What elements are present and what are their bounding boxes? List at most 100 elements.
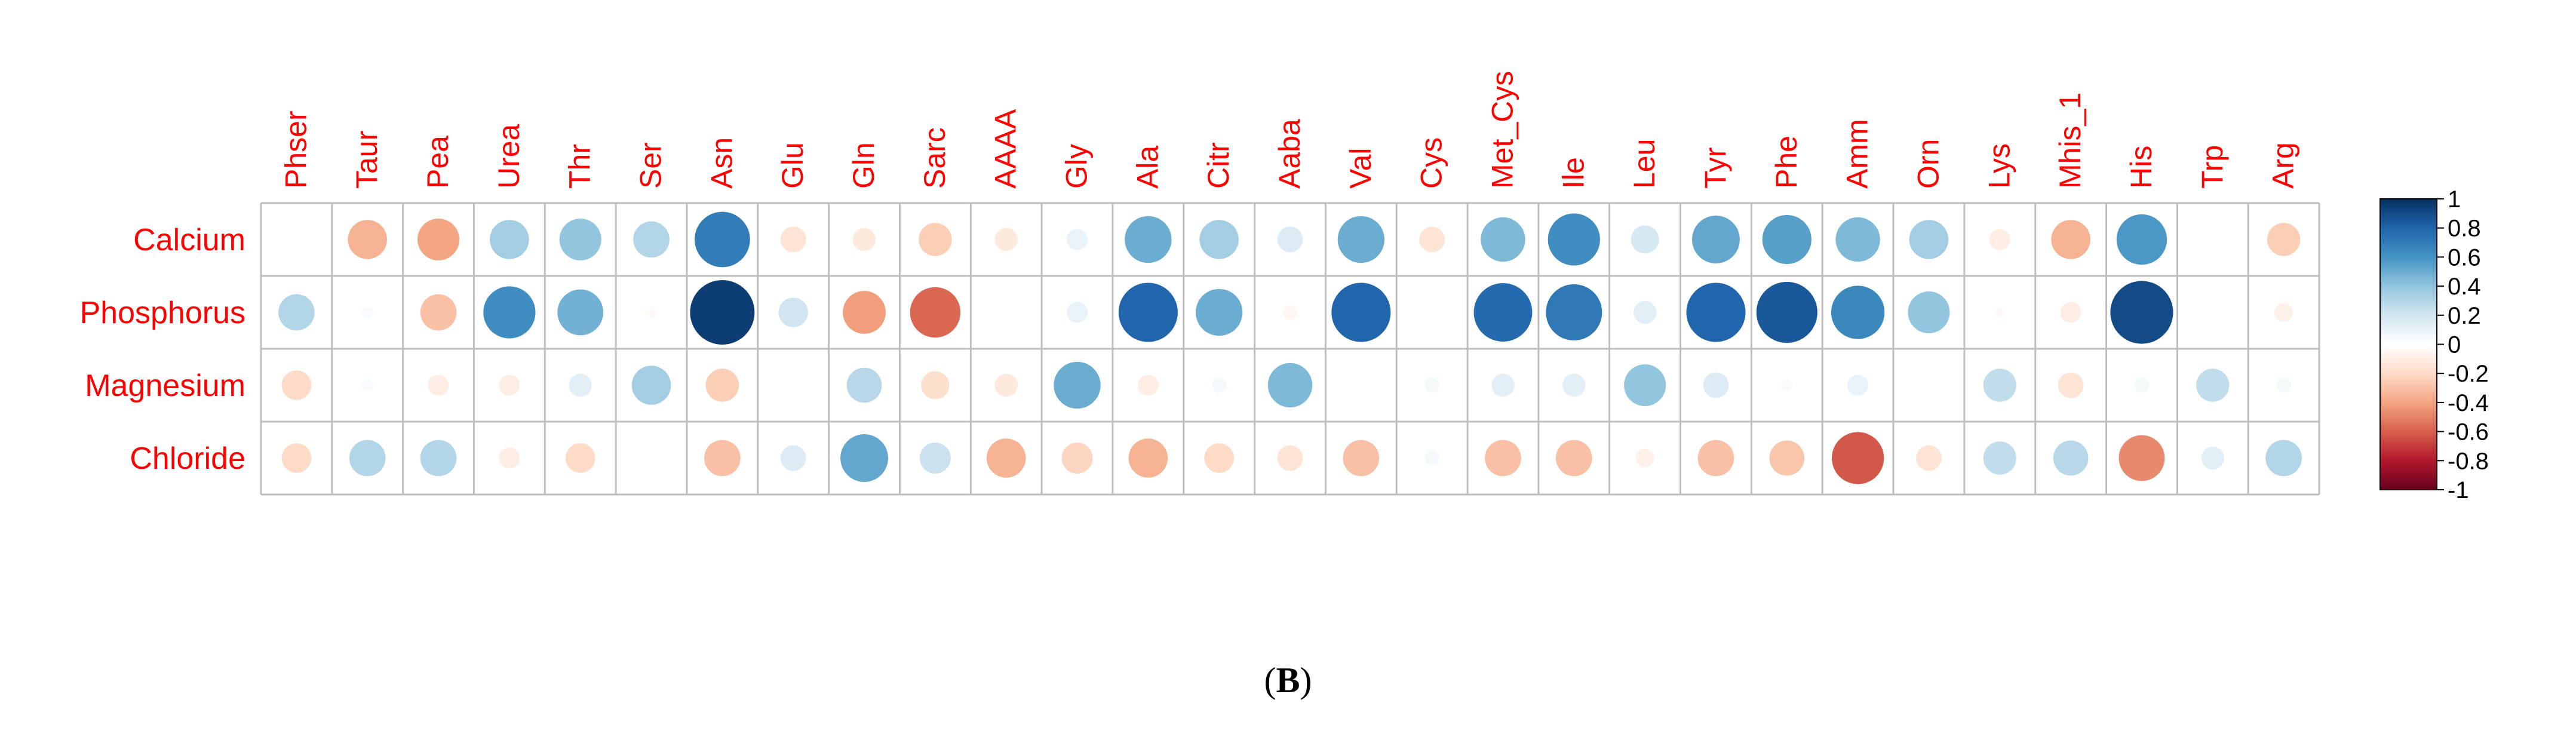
correlation-circle — [1491, 373, 1515, 397]
correlation-circle — [428, 374, 449, 396]
legend-tick-label: -1 — [2448, 477, 2469, 503]
column-label: Lys — [1982, 143, 2016, 189]
grid — [260, 202, 2320, 496]
correlation-circle — [2058, 372, 2084, 398]
legend-tick-label: 0.4 — [2448, 274, 2481, 300]
correlation-circle — [420, 440, 457, 477]
correlation-circle — [1199, 220, 1239, 259]
correlation-circle — [565, 443, 595, 473]
correlation-circle — [843, 291, 886, 334]
correlation-circle — [1756, 281, 1817, 343]
row-label: Chloride — [130, 441, 245, 476]
correlation-circle — [278, 294, 315, 331]
correlation-circle — [1137, 374, 1159, 396]
correlation-circle — [2267, 223, 2301, 256]
correlation-circle — [281, 443, 312, 473]
correlation-circle — [569, 373, 592, 397]
correlation-circle — [2060, 302, 2081, 323]
correlation-circle — [1331, 282, 1391, 342]
correlation-circle — [1277, 226, 1303, 253]
column-label: Thr — [563, 144, 597, 189]
column-label: Orn — [1911, 139, 1945, 189]
column-label: Urea — [492, 124, 526, 189]
correlation-circle — [986, 438, 1026, 478]
correlation-circle — [490, 220, 529, 259]
correlation-circle — [778, 297, 808, 327]
correlation-circle — [281, 370, 312, 400]
correlation-circle — [417, 218, 460, 261]
correlation-circle — [348, 220, 388, 259]
correlation-circle — [1769, 440, 1805, 476]
legend-colorbar — [2380, 198, 2437, 490]
correlation-circle — [483, 286, 536, 339]
column-label: Aaba — [1273, 119, 1306, 189]
column-label: Gln — [847, 142, 880, 189]
panel-label-letter: B — [1276, 661, 1300, 700]
correlation-circle — [420, 294, 457, 331]
correlation-circle — [2118, 435, 2165, 481]
correlation-circle — [1635, 449, 1654, 468]
correlation-circle — [1267, 363, 1313, 408]
correlation-circle — [1481, 217, 1525, 262]
correlation-circle — [2110, 281, 2173, 344]
correlation-circle — [361, 379, 373, 391]
correlation-circle — [1983, 368, 2016, 402]
correlation-circle — [846, 367, 882, 403]
correlation-circle — [2053, 440, 2089, 476]
correlation-circle — [1762, 214, 1812, 265]
row-label: Phosphorus — [79, 296, 245, 330]
column-label: Ser — [634, 142, 668, 189]
correlation-circle — [1546, 284, 1602, 341]
correlation-circle — [2274, 303, 2293, 322]
correlation-circle — [1994, 306, 2006, 318]
legend-tick-label: -0.4 — [2448, 390, 2489, 416]
correlation-circle — [1847, 374, 1869, 396]
row-labels: Calcium Phosphorus Magnesium Chloride — [79, 223, 245, 476]
correlation-circle — [1697, 440, 1734, 477]
column-label: Pea — [421, 136, 455, 189]
correlation-circle — [704, 440, 741, 477]
legend-tick-label: -0.8 — [2448, 448, 2489, 474]
column-label: Sarc — [918, 127, 951, 189]
correlation-circle — [1686, 282, 1746, 342]
correlation-circle — [1915, 445, 1942, 471]
column-label: Citr — [1202, 142, 1235, 189]
correlation-circle — [1424, 450, 1440, 466]
row-label: Magnesium — [85, 368, 245, 403]
correlation-circle — [1703, 372, 1729, 398]
correlation-circle — [499, 447, 520, 469]
column-label: Ala — [1131, 146, 1164, 189]
correlation-circle — [1983, 441, 2016, 475]
panel-label-close: ) — [1300, 661, 1312, 700]
column-labels: Phser Taur Pea Urea Thr Ser Asn Glu Gln Sarc AAAA G… — [279, 71, 2299, 189]
correlation-circle — [2201, 446, 2224, 470]
correlation-circle — [919, 443, 951, 474]
column-label: AAAA — [989, 109, 1023, 189]
correlation-circle — [919, 223, 952, 256]
correlation-circle — [2116, 214, 2167, 265]
correlation-circle — [1125, 216, 1172, 263]
panel-label-open: ( — [1264, 661, 1276, 700]
legend-tick-label: 0.6 — [2448, 244, 2481, 271]
correlation-circle — [1128, 438, 1168, 478]
correlation-circle — [1831, 285, 1885, 339]
correlation-circle — [852, 228, 876, 251]
column-label: Phser — [279, 110, 312, 189]
correlation-circle — [1692, 216, 1740, 263]
correlation-circle — [695, 211, 750, 268]
correlation-circle — [1624, 364, 1666, 407]
correlation-circle — [1989, 229, 2010, 250]
column-label: Met_Cys — [1485, 71, 1519, 189]
legend-tick-label: 0.2 — [2448, 303, 2481, 329]
correlation-circle — [705, 368, 739, 402]
correlation-circle — [2276, 377, 2291, 393]
legend-tick-label: 1 — [2448, 186, 2461, 213]
correlation-circle — [1054, 361, 1101, 409]
correlation-circle — [994, 228, 1018, 251]
correlation-circle — [361, 306, 373, 318]
correlation-circle — [1419, 226, 1445, 253]
correlation-circle — [994, 373, 1018, 397]
correlation-circle — [1631, 225, 1659, 254]
correlation-circle — [1633, 300, 1657, 324]
